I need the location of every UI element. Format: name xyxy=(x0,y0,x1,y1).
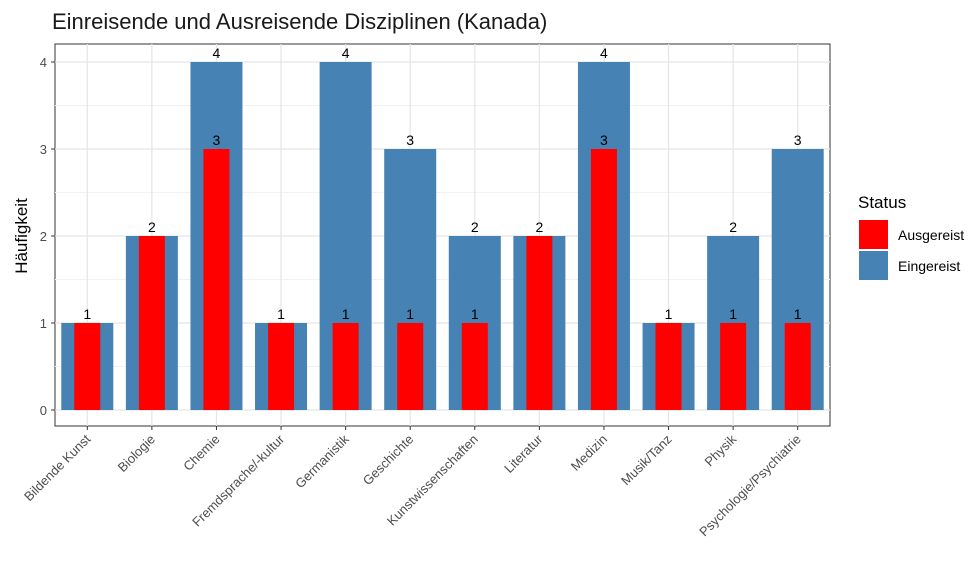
data-label-eingereist: 2 xyxy=(148,219,156,235)
x-tick-label: Literatur xyxy=(501,431,546,476)
y-tick-label: 3 xyxy=(40,142,47,157)
bar-ausgereist xyxy=(332,323,359,410)
x-tick-label: Musik/Tanz xyxy=(618,432,675,489)
bar-ausgereist xyxy=(526,236,553,410)
bar-ausgereist xyxy=(461,323,488,410)
bar-ausgereist xyxy=(203,149,230,410)
data-label-eingereist: 1 xyxy=(83,306,91,322)
data-label-eingereist: 3 xyxy=(794,132,802,148)
data-label-eingereist: 2 xyxy=(471,219,479,235)
legend-title: Status xyxy=(858,193,906,212)
data-label-ausgereist: 1 xyxy=(471,306,479,322)
chart-title: Einreisende und Ausreisende Disziplinen … xyxy=(52,9,547,34)
data-label-ausgereist: 3 xyxy=(213,132,221,148)
legend-label-ausgereist: Ausgereist xyxy=(898,227,964,243)
data-label-ausgereist: 3 xyxy=(600,132,608,148)
y-tick-label: 2 xyxy=(40,229,47,244)
legend-label-eingereist: Eingereist xyxy=(898,258,960,274)
data-label-eingereist: 1 xyxy=(277,306,285,322)
data-label-eingereist: 1 xyxy=(665,306,673,322)
data-label-ausgereist: 1 xyxy=(794,306,802,322)
y-tick-label: 1 xyxy=(40,316,47,331)
data-label-eingereist: 4 xyxy=(342,45,350,61)
data-label-eingereist: 4 xyxy=(600,45,608,61)
data-label-eingereist: 2 xyxy=(729,219,737,235)
bars xyxy=(61,62,824,410)
bar-ausgereist xyxy=(720,323,747,410)
bar-ausgereist xyxy=(397,323,424,410)
data-labels: 1 2 4 3 1 4 1 3 1 2 1 2 4 3 1 2 1 3 1 xyxy=(83,45,801,322)
legend: Status Ausgereist Eingereist xyxy=(858,193,964,280)
y-axis-title: Häufigkeit xyxy=(12,198,31,274)
legend-key-eingereist xyxy=(859,251,888,280)
data-label-eingereist: 3 xyxy=(406,132,414,148)
data-label-eingereist: 4 xyxy=(213,45,221,61)
x-tick-label: Germanistik xyxy=(292,431,352,491)
x-tick-label: Physik xyxy=(702,431,740,469)
data-label-ausgereist: 1 xyxy=(342,306,350,322)
bar-ausgereist xyxy=(784,323,811,410)
data-label-eingereist: 2 xyxy=(535,219,543,235)
legend-key-ausgereist xyxy=(859,220,888,249)
bar-ausgereist xyxy=(74,323,101,410)
x-tick-label: Geschichte xyxy=(360,432,417,489)
x-tick-label: Medizin xyxy=(568,432,610,474)
bar-ausgereist xyxy=(590,149,617,410)
x-tick-label: Chemie xyxy=(180,432,222,474)
y-tick-label: 4 xyxy=(40,55,47,70)
y-tick-label: 0 xyxy=(40,403,47,418)
plot-panel xyxy=(54,43,831,427)
bar-ausgereist xyxy=(655,323,682,410)
bar-ausgereist xyxy=(268,323,295,410)
x-tick-label: Bildende Kunst xyxy=(21,431,94,504)
bar-ausgereist xyxy=(138,236,165,410)
data-label-ausgereist: 1 xyxy=(406,306,414,322)
data-label-ausgereist: 1 xyxy=(729,306,737,322)
x-tick-label: Biologie xyxy=(115,432,158,475)
